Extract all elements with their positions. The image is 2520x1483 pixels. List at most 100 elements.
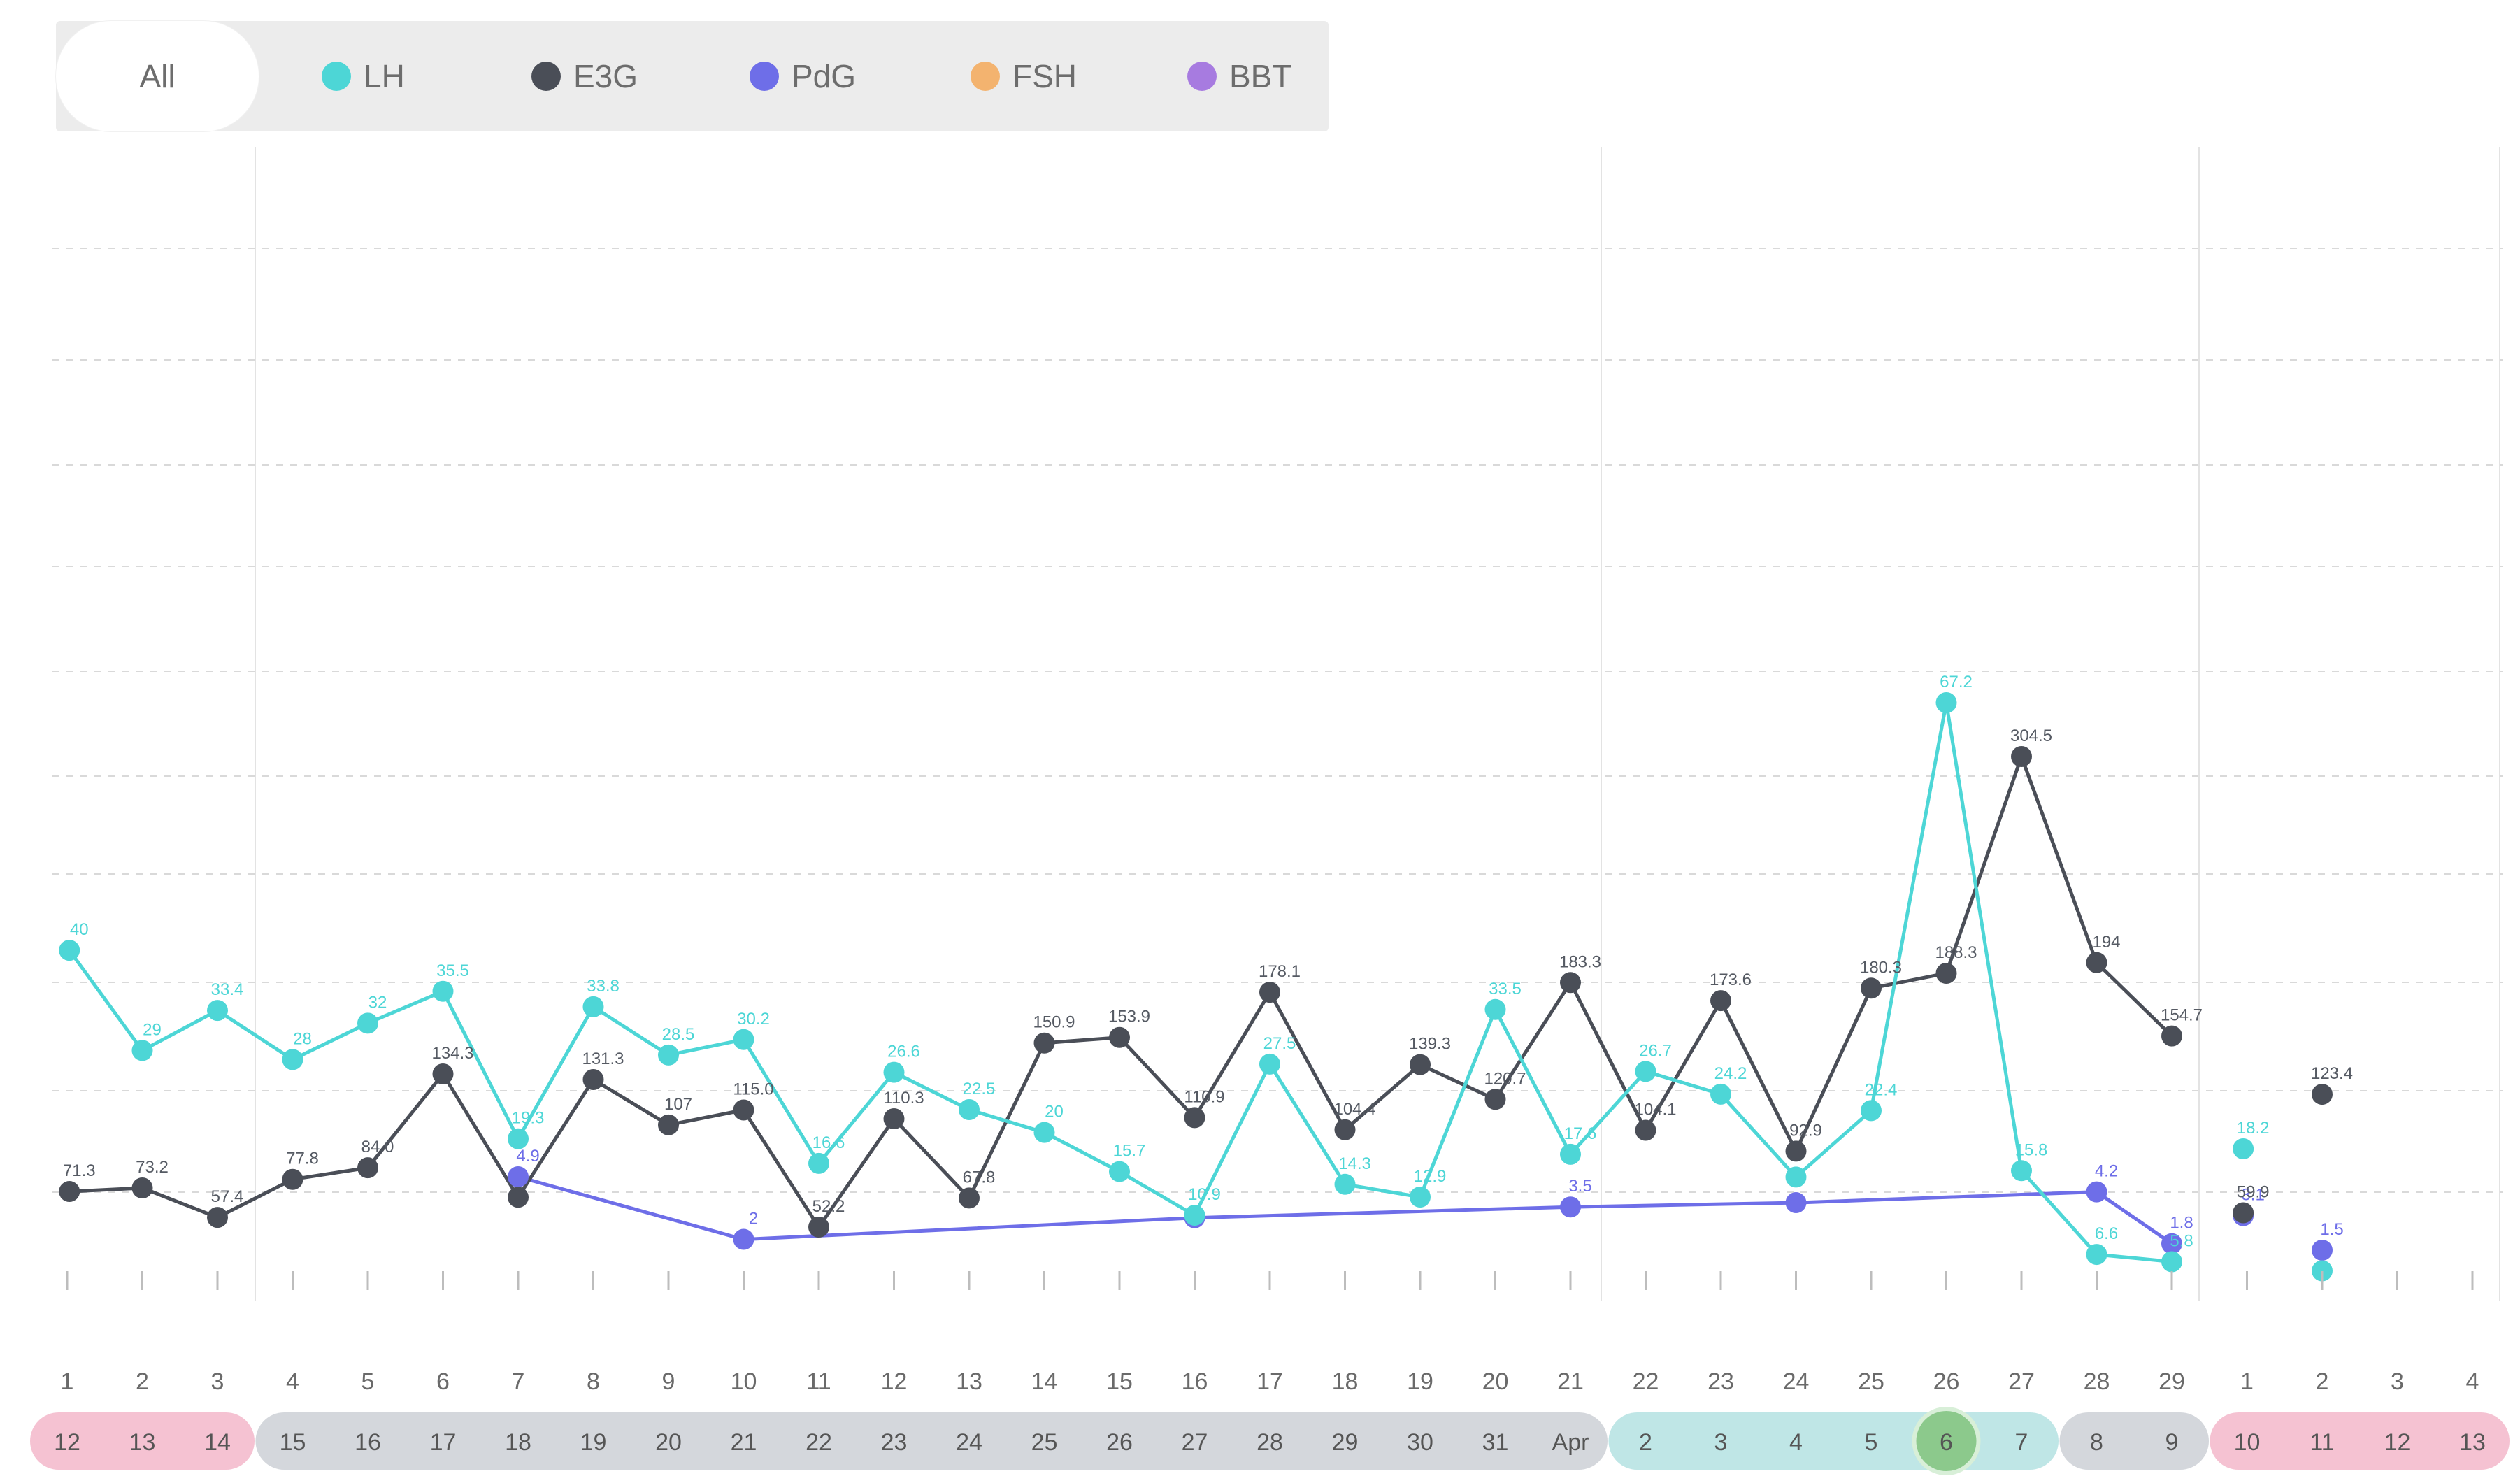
date-band-label[interactable]: 18 (505, 1429, 531, 1456)
date-band-label[interactable]: 9 (2165, 1429, 2179, 1456)
date-band-label[interactable]: 12 (54, 1429, 80, 1456)
lh-point[interactable] (357, 1012, 378, 1034)
e3g-point[interactable] (2312, 1084, 2333, 1105)
lh-point[interactable] (1560, 1143, 1581, 1165)
date-band-label[interactable]: 27 (1182, 1429, 1208, 1456)
lh-point[interactable] (282, 1049, 303, 1070)
date-band-label[interactable]: 20 (655, 1429, 682, 1456)
lh-point[interactable] (131, 1040, 153, 1061)
e3g-point[interactable] (357, 1157, 378, 1179)
date-band-label[interactable]: 5 (1865, 1429, 1878, 1456)
legend-fsh-button[interactable]: FSH (971, 21, 1077, 131)
e3g-point[interactable] (1259, 982, 1280, 1003)
e3g-point[interactable] (1861, 977, 1882, 999)
e3g-point[interactable] (658, 1114, 679, 1135)
date-band-label[interactable]: 25 (1031, 1429, 1058, 1456)
lh-point[interactable] (883, 1061, 905, 1083)
date-band-label[interactable]: 14 (204, 1429, 231, 1456)
date-band-label[interactable]: 2 (1639, 1429, 1652, 1456)
date-band-label[interactable]: 21 (731, 1429, 757, 1456)
legend-e3g-button[interactable]: E3G (531, 21, 638, 131)
date-band-label[interactable]: 26 (1106, 1429, 1133, 1456)
date-band-label[interactable]: 4 (1789, 1429, 1803, 1456)
date-band-label[interactable]: 17 (430, 1429, 457, 1456)
date-band-label[interactable]: 23 (881, 1429, 908, 1456)
date-band-label[interactable]: 19 (580, 1429, 607, 1456)
lh-point[interactable] (1484, 998, 1506, 1020)
date-band-label[interactable]: 10 (2234, 1429, 2261, 1456)
lh-point[interactable] (1259, 1053, 1280, 1075)
date-band-label[interactable]: 8 (2090, 1429, 2103, 1456)
lh-point[interactable] (2161, 1251, 2182, 1273)
lh-point[interactable] (1109, 1161, 1130, 1182)
date-band-label[interactable]: 28 (1257, 1429, 1283, 1456)
pdg-point[interactable] (1785, 1192, 1807, 1214)
date-band-label[interactable]: 22 (806, 1429, 832, 1456)
pdg-point[interactable] (2312, 1240, 2333, 1261)
lh-point[interactable] (1410, 1187, 1431, 1208)
date-band-label[interactable]: 3 (1714, 1429, 1728, 1456)
e3g-point[interactable] (282, 1168, 303, 1190)
lh-point[interactable] (1184, 1205, 1205, 1226)
e3g-point[interactable] (582, 1069, 604, 1091)
e3g-point[interactable] (1334, 1119, 1356, 1140)
e3g-point[interactable] (1109, 1026, 1130, 1048)
lh-point[interactable] (733, 1029, 754, 1050)
e3g-point[interactable] (808, 1217, 829, 1238)
pdg-point[interactable] (2161, 1233, 2182, 1254)
lh-point[interactable] (1710, 1083, 1731, 1105)
pdg-point[interactable] (733, 1228, 754, 1250)
lh-point[interactable] (1635, 1061, 1656, 1082)
e3g-point[interactable] (2233, 1202, 2254, 1224)
e3g-point[interactable] (2161, 1025, 2182, 1047)
e3g-point[interactable] (1033, 1032, 1055, 1054)
date-band-label[interactable]: 24 (956, 1429, 982, 1456)
lh-point[interactable] (2233, 1138, 2254, 1160)
e3g-point[interactable] (1710, 990, 1731, 1012)
e3g-point[interactable] (1410, 1054, 1431, 1075)
pdg-point[interactable] (2086, 1181, 2107, 1203)
e3g-point[interactable] (59, 1181, 80, 1203)
date-band-label[interactable]: 16 (355, 1429, 381, 1456)
date-band-label[interactable]: 11 (2310, 1429, 2334, 1456)
pdg-point[interactable] (508, 1166, 529, 1187)
pdg-point[interactable] (1560, 1196, 1581, 1218)
lh-point[interactable] (959, 1099, 980, 1121)
lh-point[interactable] (1861, 1100, 1882, 1122)
date-band-label[interactable]: 13 (2459, 1429, 2486, 1456)
e3g-point[interactable] (1184, 1107, 1205, 1129)
date-band-label[interactable]: 15 (280, 1429, 306, 1456)
date-band-label[interactable]: Apr (1552, 1429, 1589, 1456)
date-band-label[interactable]: 6 (1940, 1429, 1953, 1456)
date-band-label[interactable]: 7 (2015, 1429, 2028, 1456)
e3g-point[interactable] (1560, 972, 1581, 994)
lh-point[interactable] (508, 1128, 529, 1149)
e3g-point[interactable] (432, 1063, 454, 1085)
date-band-label[interactable]: 31 (1482, 1429, 1509, 1456)
lh-point[interactable] (432, 980, 454, 1002)
legend-bbt-button[interactable]: BBT (1187, 21, 1291, 131)
date-band[interactable]: 12 13 14 15 16 17 18 19 20 21 22 23 24 25 26 27 28 29 30 31… (30, 1407, 2510, 1475)
lh-point[interactable] (1785, 1166, 1807, 1188)
lh-point[interactable] (207, 1000, 228, 1022)
e3g-point[interactable] (207, 1207, 228, 1228)
e3g-point[interactable] (733, 1099, 754, 1121)
e3g-point[interactable] (2086, 952, 2107, 973)
lh-point[interactable] (808, 1152, 829, 1174)
e3g-point[interactable] (1935, 962, 1957, 984)
lh-point[interactable] (582, 996, 604, 1017)
e3g-point[interactable] (883, 1108, 905, 1130)
lh-point[interactable] (2086, 1244, 2107, 1266)
lh-point[interactable] (2312, 1260, 2333, 1282)
lh-point[interactable] (1935, 692, 1957, 713)
date-band-label[interactable]: 30 (1407, 1429, 1433, 1456)
lh-point[interactable] (2011, 1160, 2032, 1182)
legend-all-button[interactable]: All (56, 21, 259, 131)
legend-pdg-button[interactable]: PdG (750, 21, 856, 131)
lh-point[interactable] (658, 1044, 679, 1066)
e3g-point[interactable] (1635, 1119, 1656, 1141)
selected-day-marker[interactable] (1912, 1407, 1981, 1475)
date-band-label[interactable]: 12 (2384, 1429, 2411, 1456)
e3g-point[interactable] (2011, 746, 2032, 767)
e3g-point[interactable] (508, 1187, 529, 1208)
